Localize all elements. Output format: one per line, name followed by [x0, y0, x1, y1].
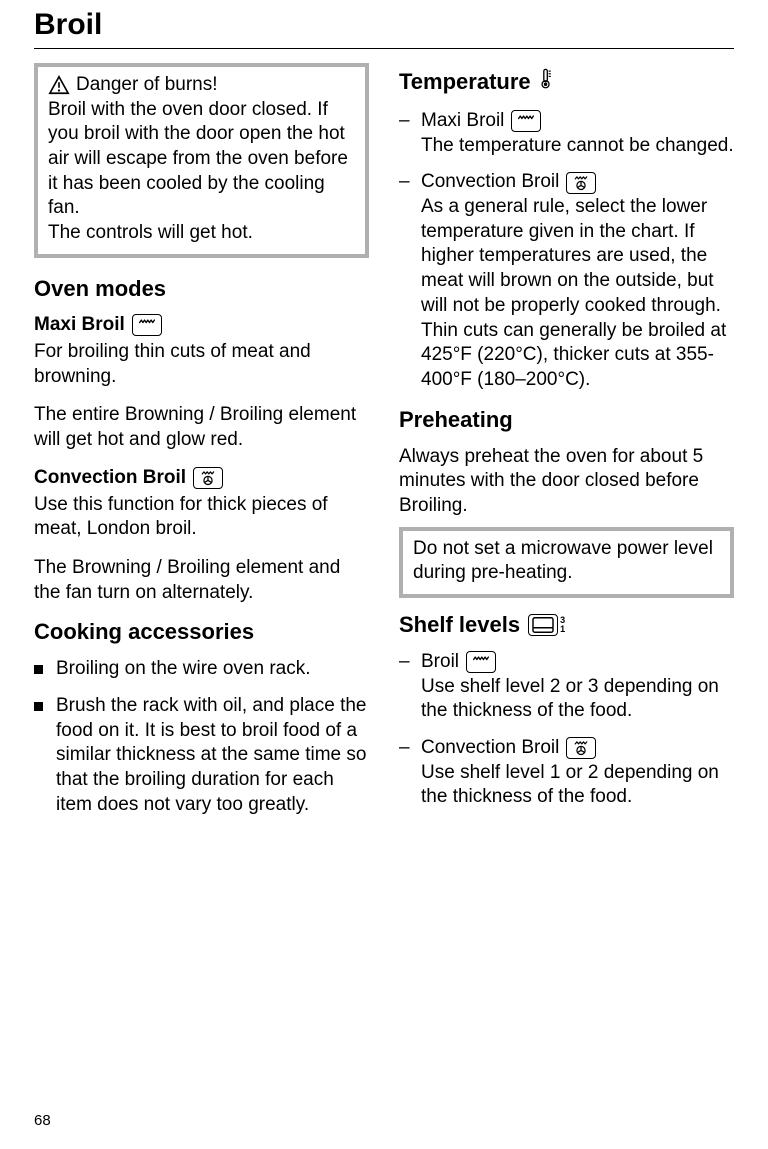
- warning-box: Danger of burns! Broil with the oven doo…: [34, 63, 369, 258]
- list-item: Convection Broil As a general rule, sele…: [399, 170, 734, 392]
- title-rule: [34, 48, 734, 49]
- preheating-note: Do not set a microwave power level durin…: [413, 538, 713, 584]
- convection-broil-icon: [566, 737, 596, 759]
- list-item: Maxi Broil The temperature cannot be cha…: [399, 109, 734, 158]
- convection-broil-icon: [566, 172, 596, 194]
- shelf-levels-heading: Shelf levels 31: [399, 612, 734, 638]
- convection-broil-p1: Use this function for thick pieces of me…: [34, 493, 369, 542]
- thermometer-icon: [539, 67, 553, 97]
- temp-item-label: Maxi Broil: [421, 109, 504, 134]
- warning-body-1: Broil with the oven door closed. If you …: [48, 98, 355, 221]
- temp-item-body: As a general rule, select the lower temp…: [421, 196, 726, 390]
- shelf-item-body: Use shelf level 1 or 2 depending on the …: [421, 762, 719, 808]
- list-item: Convection Broil Use shelf level 1 or 2 …: [399, 736, 734, 810]
- shelf-item-label: Broil: [421, 650, 459, 675]
- two-column-layout: Danger of burns! Broil with the oven doo…: [34, 63, 734, 829]
- shelf-item-label: Convection Broil: [421, 736, 559, 761]
- shelf-levels-label: Shelf levels: [399, 612, 520, 638]
- warning-body-2: The controls will get hot.: [48, 221, 355, 246]
- maxi-broil-heading: Maxi Broil: [34, 314, 369, 336]
- preheating-body: Always preheat the oven for about 5 minu…: [399, 445, 734, 519]
- right-column: Temperature Maxi Broil The temperature c…: [399, 63, 734, 829]
- shelf-item-body: Use shelf level 2 or 3 depending on the …: [421, 676, 719, 722]
- temperature-heading: Temperature: [399, 67, 734, 97]
- page-title: Broil: [34, 8, 734, 42]
- temp-item-body: The temperature cannot be changed.: [421, 135, 734, 156]
- shelf-list: Broil Use shelf level 2 or 3 depending o…: [399, 650, 734, 810]
- warning-triangle-icon: [48, 74, 70, 96]
- list-item: Broiling on the wire oven rack.: [34, 657, 369, 682]
- page-root: Broil Danger of burns! Broil with the ov…: [0, 0, 768, 1149]
- convection-broil-p2: The Browning / Broiling element and the …: [34, 556, 369, 605]
- preheating-heading: Preheating: [399, 407, 734, 433]
- preheating-note-box: Do not set a microwave power level durin…: [399, 527, 734, 598]
- maxi-broil-p2: The entire Browning / Broiling element w…: [34, 403, 369, 452]
- warning-heading: Danger of burns!: [76, 73, 218, 98]
- oven-modes-heading: Oven modes: [34, 276, 369, 302]
- left-column: Danger of burns! Broil with the oven doo…: [34, 63, 369, 829]
- convection-broil-heading: Convection Broil: [34, 467, 369, 489]
- broil-icon: [466, 651, 496, 673]
- list-item: Broil Use shelf level 2 or 3 depending o…: [399, 650, 734, 724]
- list-item: Brush the rack with oil, and place the f…: [34, 694, 369, 817]
- convection-broil-label: Convection Broil: [34, 467, 186, 489]
- accessories-list: Broiling on the wire oven rack. Brush th…: [34, 657, 369, 817]
- temperature-label: Temperature: [399, 69, 531, 95]
- convection-broil-icon: [193, 467, 223, 489]
- temperature-list: Maxi Broil The temperature cannot be cha…: [399, 109, 734, 393]
- temp-item-label: Convection Broil: [421, 170, 559, 195]
- broil-icon: [132, 314, 162, 336]
- broil-icon: [511, 110, 541, 132]
- page-number: 68: [34, 1112, 51, 1129]
- maxi-broil-p1: For broiling thin cuts of meat and brown…: [34, 340, 369, 389]
- warning-heading-row: Danger of burns!: [48, 73, 355, 98]
- maxi-broil-label: Maxi Broil: [34, 314, 125, 336]
- shelf-icon: 31: [528, 614, 565, 636]
- cooking-accessories-heading: Cooking accessories: [34, 619, 369, 645]
